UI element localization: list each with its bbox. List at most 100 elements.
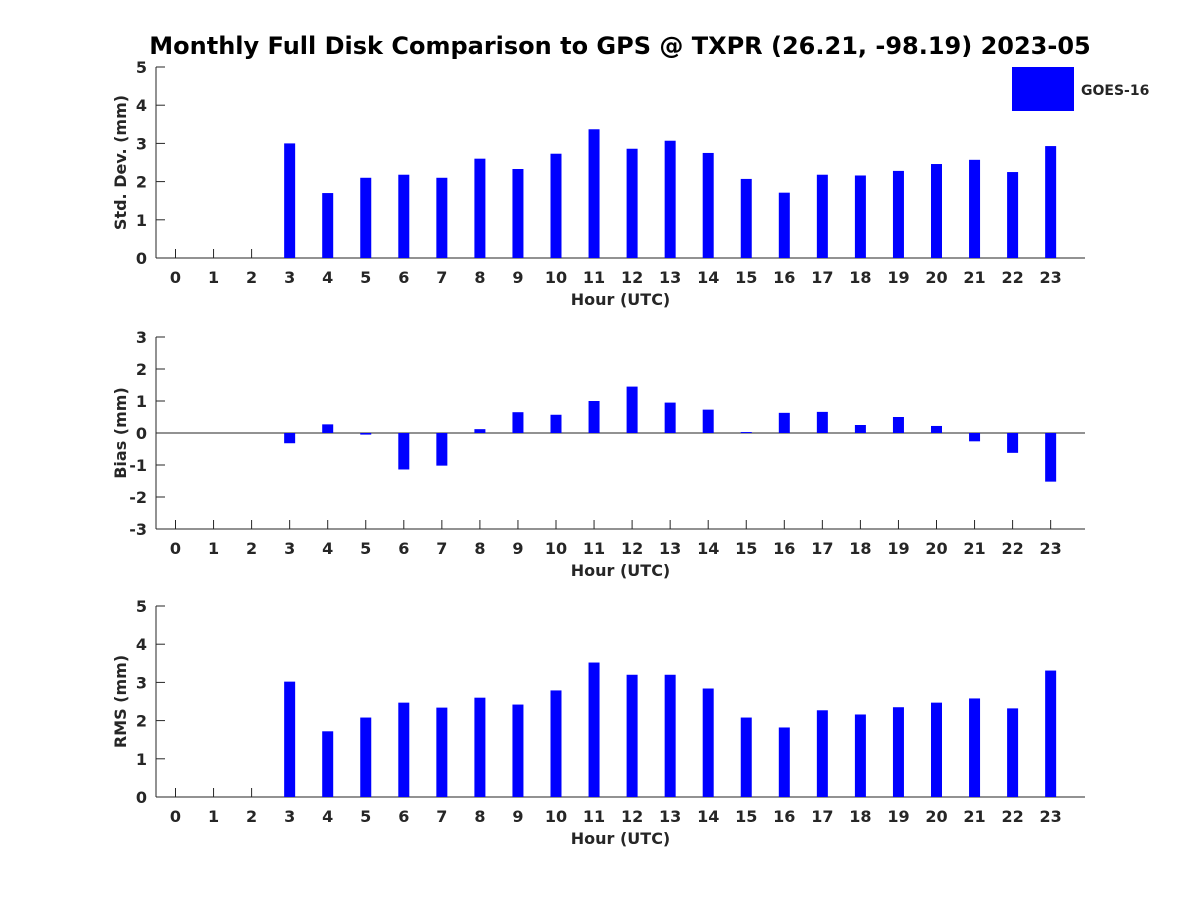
x-axis-label: Hour (UTC) [571,561,671,580]
x-tick-label: 9 [512,807,523,826]
bar [664,140,676,258]
bar [1045,670,1057,797]
x-tick-label: 4 [322,268,333,287]
x-tick-label: 13 [659,268,681,287]
legend: GOES-16 [1012,67,1149,111]
bar [854,175,866,258]
x-tick-label: 8 [474,807,485,826]
x-tick-label: 17 [811,539,833,558]
x-tick-label: 9 [512,539,523,558]
bar [398,174,410,258]
bar [284,433,296,444]
y-tick-label: 0 [136,424,147,443]
x-tick-label: 6 [398,807,409,826]
x-tick-label: 10 [545,268,567,287]
x-tick-label: 4 [322,807,333,826]
x-tick-label: 10 [545,539,567,558]
legend-swatch [1012,67,1074,111]
x-tick-label: 0 [170,268,181,287]
bar [931,425,942,433]
y-tick-label: 4 [136,96,147,115]
x-tick-label: 7 [436,268,447,287]
x-tick-label: 22 [1001,539,1023,558]
bar [740,178,752,258]
bar [626,386,638,433]
y-axis-label: Std. Dev. (mm) [111,95,130,230]
bar [322,193,334,258]
bar [778,412,790,433]
x-tick-label: 18 [849,268,871,287]
x-tick-label: 23 [1040,807,1062,826]
bar [816,710,828,797]
bar [512,704,524,797]
x-tick-label: 20 [925,539,947,558]
x-tick-label: 2 [246,539,257,558]
x-tick-label: 4 [322,539,333,558]
bar [664,674,676,797]
x-tick-label: 5 [360,539,371,558]
x-tick-label: 12 [621,807,643,826]
y-axis-label: Bias (mm) [111,387,130,479]
x-tick-label: 19 [887,268,909,287]
bar [969,159,981,258]
x-tick-label: 15 [735,539,757,558]
bar [854,425,866,433]
bar [550,414,562,433]
bar [931,164,942,258]
bar [702,152,714,258]
x-tick-label: 1 [208,539,219,558]
x-axis-label: Hour (UTC) [571,829,671,848]
chart-title: Monthly Full Disk Comparison to GPS @ TX… [149,32,1090,60]
y-axis-label: RMS (mm) [111,655,130,748]
bar [1045,433,1057,482]
x-tick-label: 15 [735,268,757,287]
x-tick-label: 8 [474,268,485,287]
bar [816,411,828,433]
x-tick-label: 11 [583,268,605,287]
x-tick-label: 12 [621,539,643,558]
bar [816,174,828,258]
x-tick-label: 14 [697,539,719,558]
x-tick-label: 11 [583,807,605,826]
x-tick-label: 9 [512,268,523,287]
x-tick-label: 6 [398,539,409,558]
y-tick-label: -3 [129,520,147,539]
bar [892,417,904,433]
x-tick-label: 7 [436,539,447,558]
y-tick-label: 5 [136,58,147,77]
x-tick-label: 19 [887,807,909,826]
bar [702,409,714,433]
bar [1007,172,1019,258]
bar [969,698,981,797]
bar [778,727,790,797]
bar [436,707,448,797]
x-tick-label: 2 [246,807,257,826]
x-tick-label: 20 [925,807,947,826]
bar [588,401,600,433]
x-tick-label: 2 [246,268,257,287]
x-tick-label: 13 [659,539,681,558]
x-tick-label: 21 [963,539,985,558]
x-tick-label: 14 [697,268,719,287]
y-tick-label: -2 [129,488,147,507]
x-tick-label: 16 [773,539,795,558]
x-tick-label: 15 [735,807,757,826]
y-tick-label: 3 [136,134,147,153]
bar [1007,708,1019,797]
x-tick-label: 1 [208,807,219,826]
bar [284,143,296,258]
bar [550,153,562,258]
x-tick-label: 5 [360,807,371,826]
bar [436,433,448,466]
bar [398,433,410,470]
y-tick-label: 1 [136,392,147,411]
bar [474,429,486,433]
x-tick-label: 10 [545,807,567,826]
x-tick-label: 12 [621,268,643,287]
bar [854,714,866,797]
x-tick-label: 11 [583,539,605,558]
legend-label: GOES-16 [1081,83,1149,99]
